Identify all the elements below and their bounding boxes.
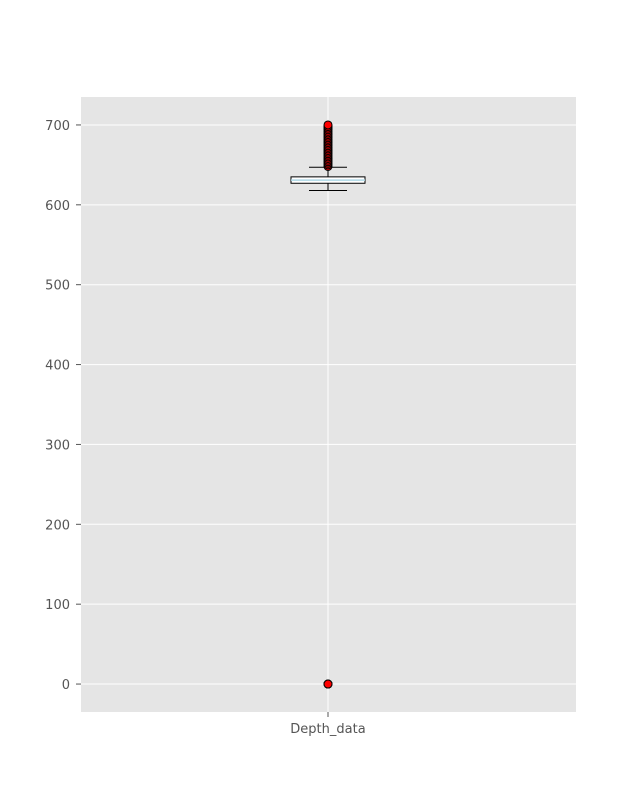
y-tick-label: 700 xyxy=(45,119,70,134)
x-axis-ticks: Depth_data xyxy=(290,712,366,737)
y-tick-label: 200 xyxy=(45,518,70,533)
y-tick-label: 400 xyxy=(45,359,70,374)
box-element xyxy=(290,166,366,191)
y-tick-label: 300 xyxy=(45,438,70,453)
y-tick-label: 600 xyxy=(45,199,70,214)
x-tick-label: Depth_data xyxy=(290,722,365,737)
outlier-point xyxy=(323,120,333,130)
y-tick-label: 500 xyxy=(45,279,70,294)
y-tick-label: 100 xyxy=(45,598,70,613)
y-tick-label: 0 xyxy=(62,678,70,693)
grid-lines xyxy=(81,97,576,712)
outliers xyxy=(323,120,333,689)
y-axis-ticks: 0 100 200 300 400 500 600 700 xyxy=(45,119,81,693)
outlier-point xyxy=(323,679,333,689)
